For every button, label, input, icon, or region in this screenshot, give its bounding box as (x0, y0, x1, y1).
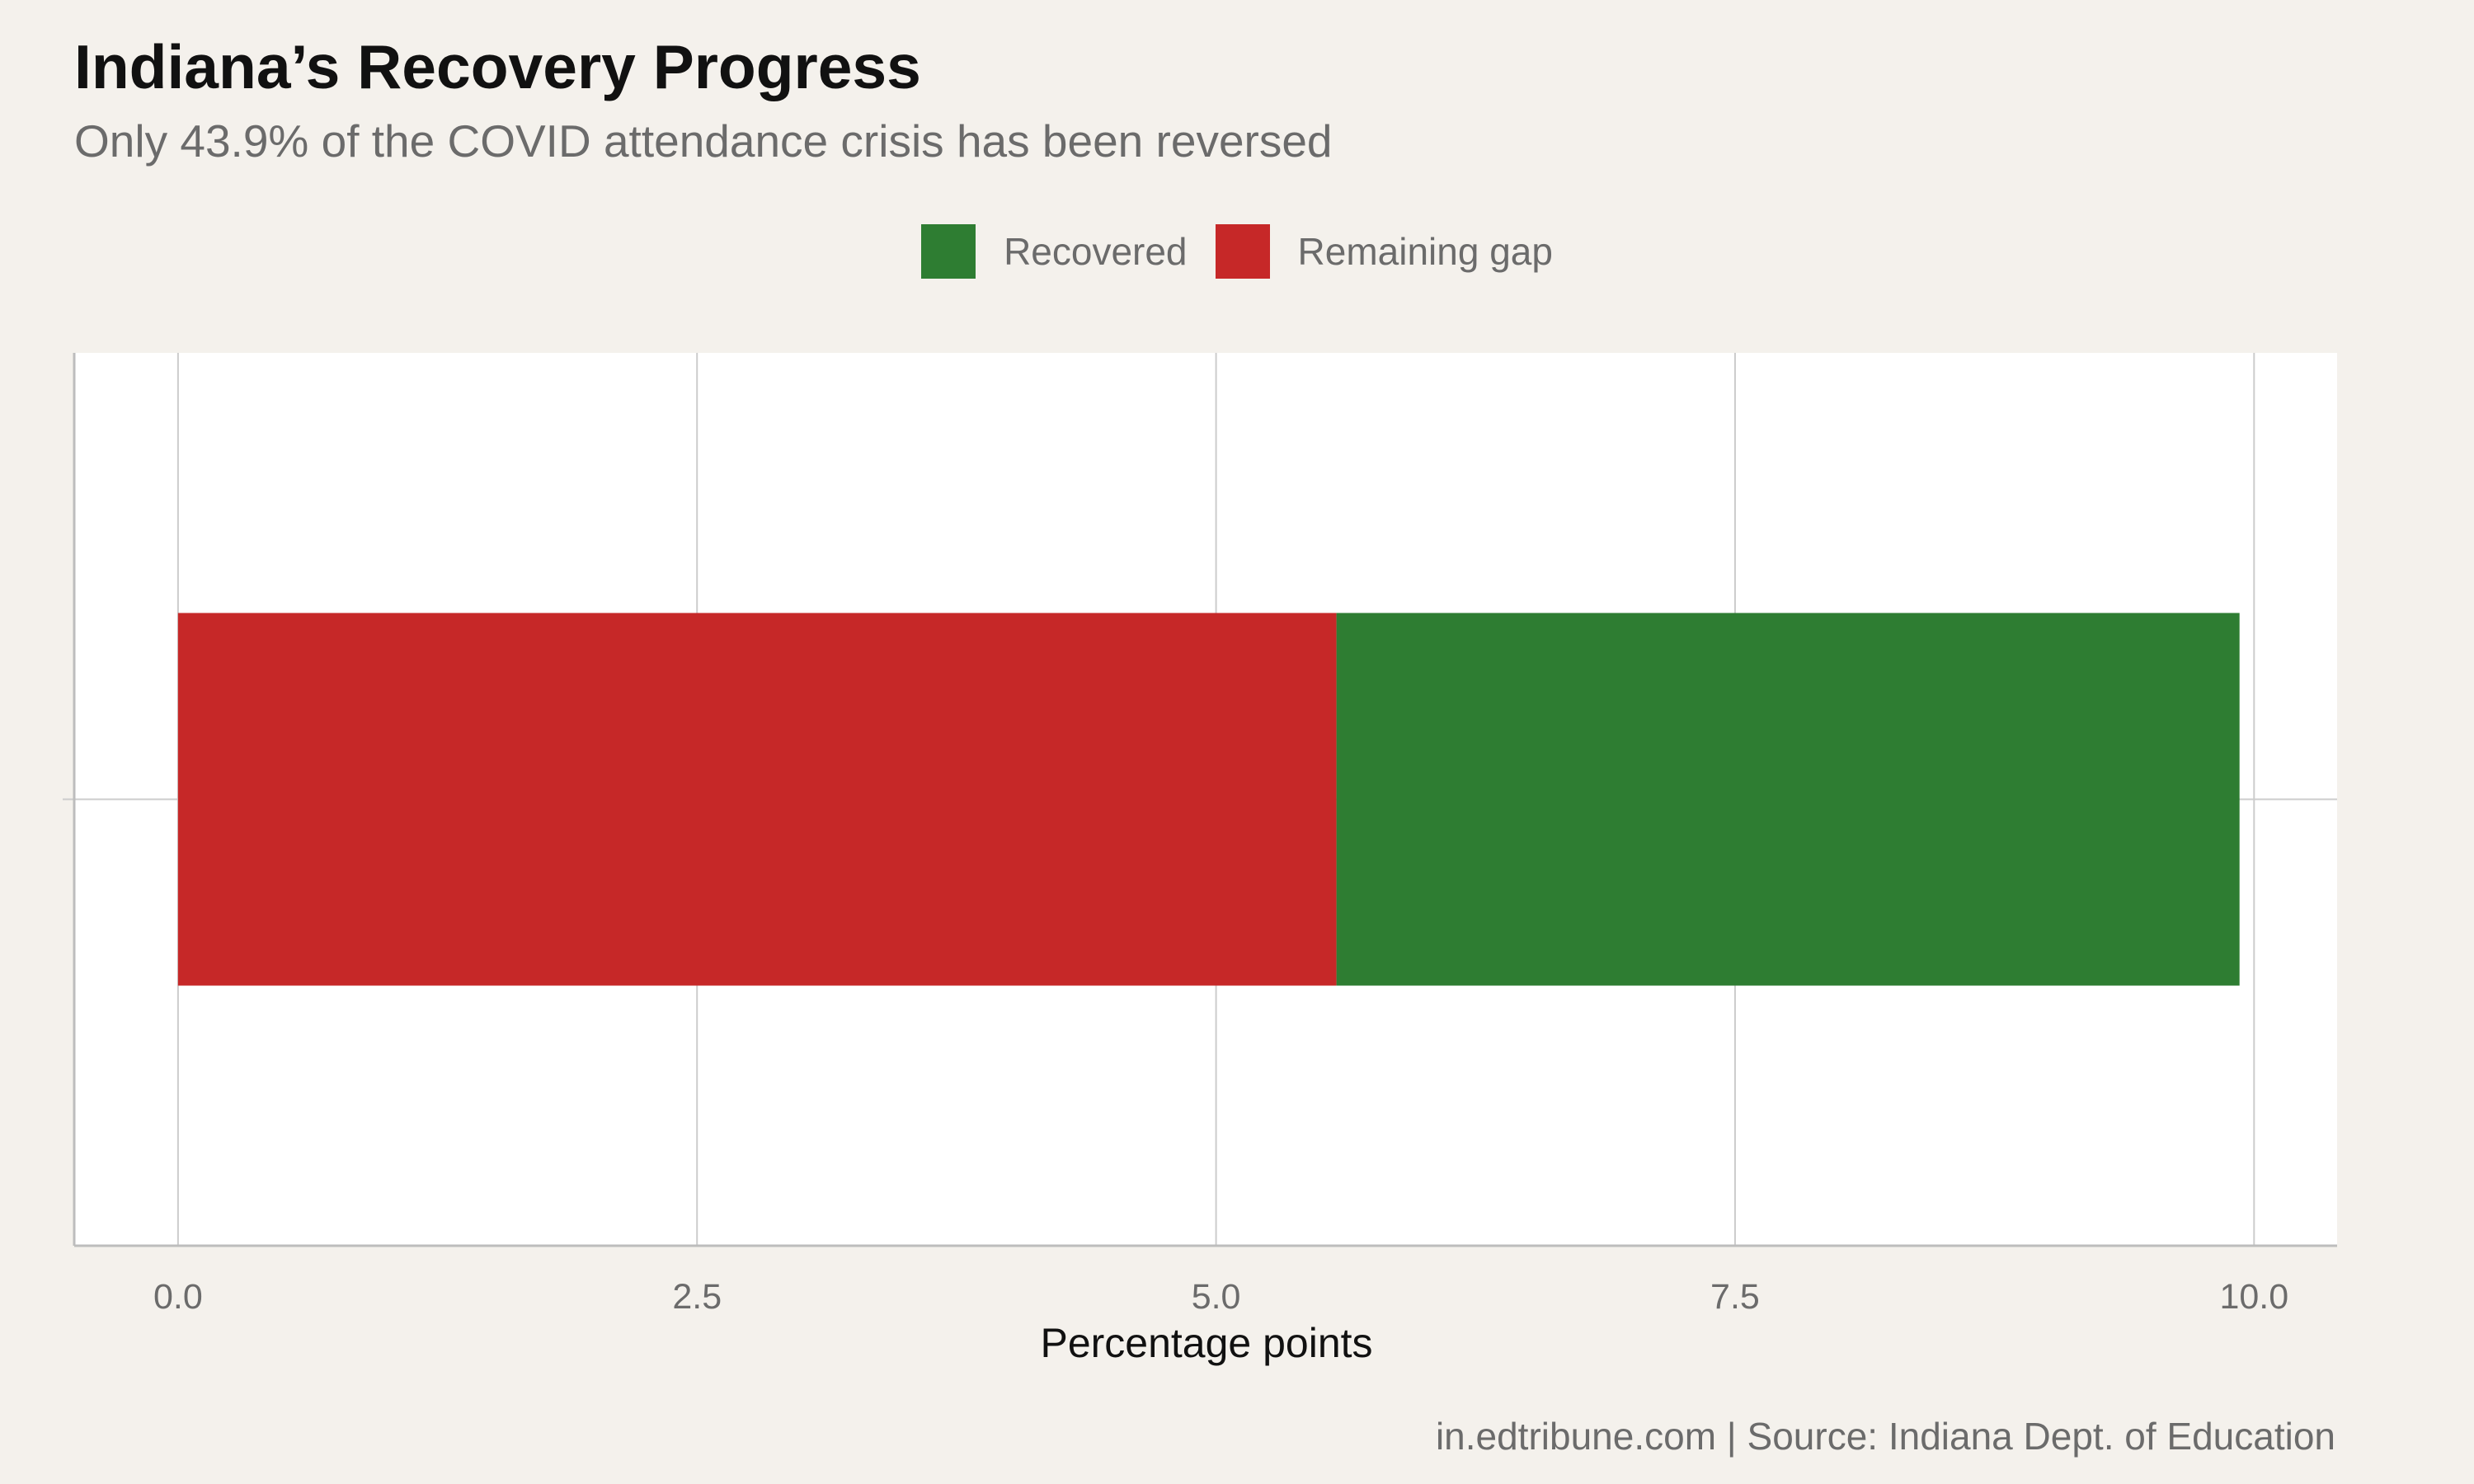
x-axis-title: Percentage points (1040, 1320, 1373, 1366)
chart-subtitle: Only 43.9% of the COVID attendance crisi… (74, 115, 1333, 167)
x-tick-label: 5.0 (1192, 1277, 1241, 1317)
x-tick-label: 10.0 (2219, 1277, 2288, 1317)
bar-recovered (1336, 613, 2240, 986)
legend-item-remaining-gap: Remaining gap (1215, 224, 1553, 279)
x-tick-label: 7.5 (1710, 1277, 1760, 1317)
x-tick-labels: 0.0 2.5 5.0 7.5 10.0 (153, 1277, 2288, 1317)
legend: Recovered Remaining gap (0, 223, 2474, 280)
bar-remaining-gap (177, 613, 1337, 986)
x-tick-label: 0.0 (153, 1277, 203, 1317)
legend-swatch-remaining-gap (1215, 224, 1270, 279)
legend-swatch-recovered (921, 224, 976, 279)
legend-label-remaining-gap: Remaining gap (1297, 230, 1553, 273)
x-tick-label: 2.5 (672, 1277, 722, 1317)
legend-item-recovered: Recovered (921, 224, 1188, 279)
legend-label-recovered: Recovered (1004, 230, 1188, 273)
bars (177, 613, 2240, 986)
chart-title: Indiana’s Recovery Progress (74, 32, 921, 101)
axes (73, 353, 2337, 1247)
source-caption: in.edtribune.com | Source: Indiana Dept.… (1435, 1415, 2335, 1458)
